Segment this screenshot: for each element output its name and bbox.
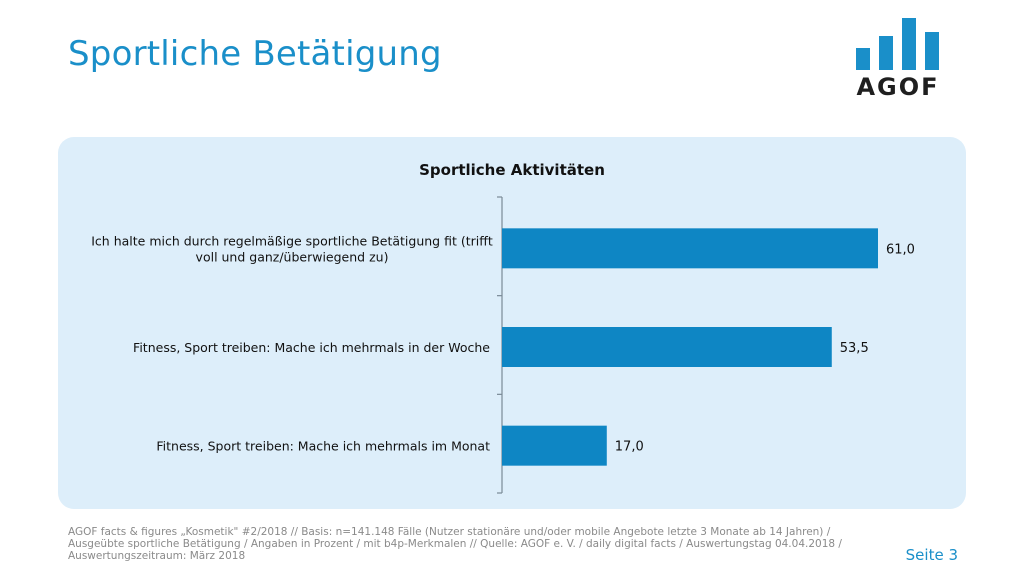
- data-label: 61,0: [886, 242, 915, 257]
- agof-logo: AGOF: [852, 18, 944, 101]
- category-label-line: voll und ganz/überwiegend zu): [196, 249, 389, 264]
- bar: [502, 327, 832, 367]
- logo-bar: [879, 36, 893, 70]
- category-label-line: Fitness, Sport treiben: Mache ich mehrma…: [156, 439, 490, 454]
- data-label: 53,5: [840, 341, 869, 356]
- page-title: Sportliche Betätigung: [68, 34, 442, 74]
- chart-title: Sportliche Aktivitäten: [419, 161, 605, 179]
- category-label-line: Fitness, Sport treiben: Mache ich mehrma…: [133, 340, 490, 355]
- logo-text: AGOF: [856, 73, 940, 101]
- data-label: 17,0: [615, 440, 644, 455]
- bar-chart: 61,0 Ich halte mich durch regelmäßige spo…: [91, 196, 915, 494]
- bar: [502, 425, 607, 466]
- logo-bars-icon: [856, 18, 940, 70]
- category-label-line: Ich halte mich durch regelmäßige sportli…: [91, 233, 493, 248]
- logo-bar: [902, 18, 916, 70]
- category-label: Ich halte mich durch regelmäßige sportli…: [91, 233, 493, 264]
- page-number: Seite 3: [905, 546, 958, 564]
- footer-source-note: AGOF facts & figures „Kosmetik" #2/2018 …: [68, 526, 842, 562]
- bar: [502, 228, 878, 269]
- logo-bar: [925, 32, 939, 70]
- chart-panel: Sportliche Aktivitäten 61,0 Ich halte mic…: [58, 137, 966, 509]
- logo-bar: [856, 48, 870, 70]
- category-label: Fitness, Sport treiben: Mache ich mehrma…: [133, 340, 490, 355]
- category-label: Fitness, Sport treiben: Mache ich mehrma…: [156, 439, 490, 454]
